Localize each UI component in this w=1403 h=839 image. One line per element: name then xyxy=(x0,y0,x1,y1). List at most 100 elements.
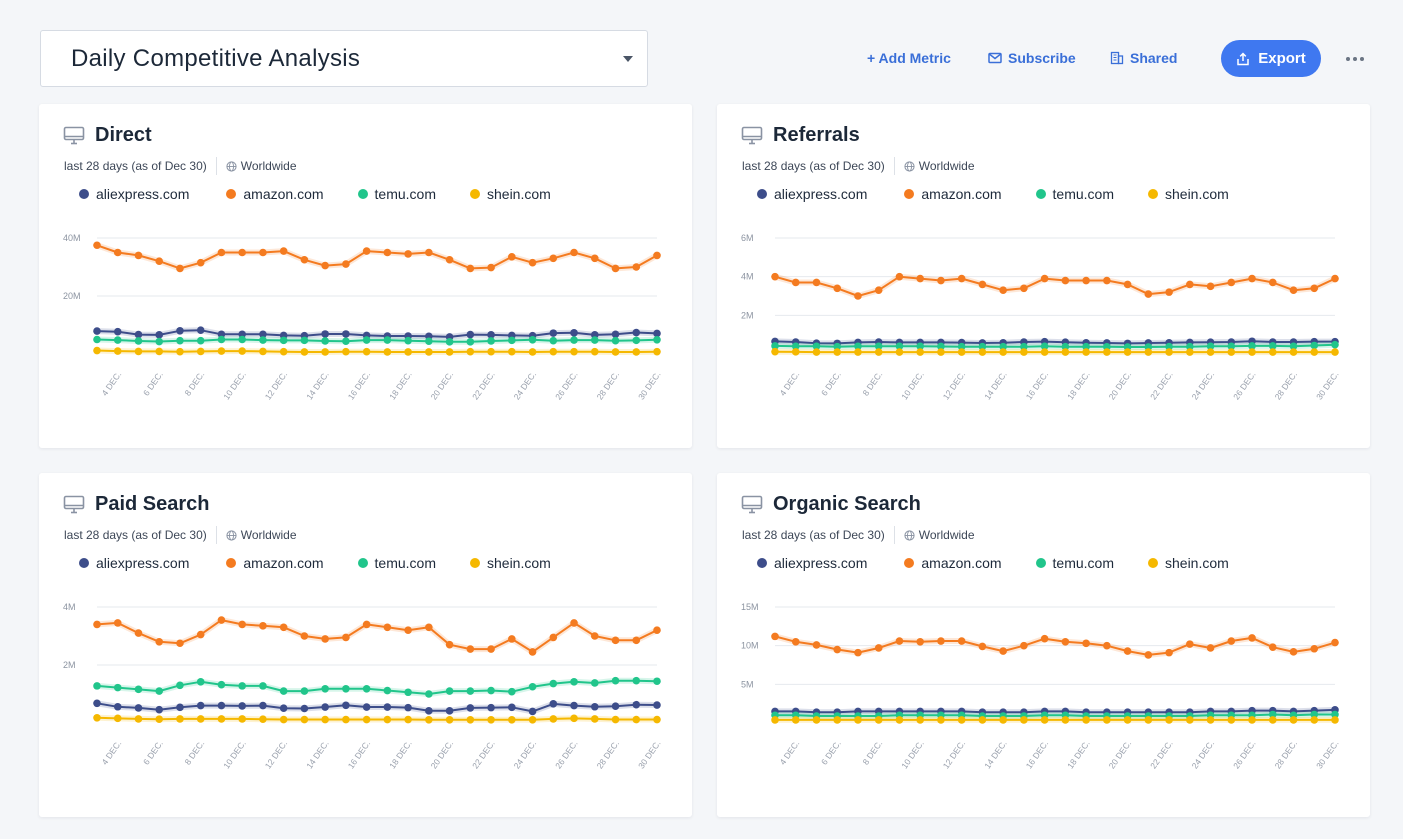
data-point-amazon xyxy=(1289,648,1298,656)
shared-label: Shared xyxy=(1130,50,1178,66)
shared-button[interactable]: Shared xyxy=(1110,50,1177,66)
data-point-aliexpress xyxy=(134,704,143,712)
x-tick-label: 14 DEC. xyxy=(982,369,1009,401)
data-point-aliexpress xyxy=(93,327,101,335)
data-point-aliexpress xyxy=(342,330,350,338)
x-tick-label: 22 DEC. xyxy=(1148,369,1175,401)
data-point-temu xyxy=(1310,341,1319,350)
y-tick-label: 2M xyxy=(63,660,76,670)
legend-item-aliexpress[interactable]: aliexpress.com xyxy=(79,186,189,202)
data-point-amazon xyxy=(362,620,371,629)
legend-item-shein[interactable]: shein.com xyxy=(470,186,551,202)
subscribe-label: Subscribe xyxy=(1008,50,1076,66)
legend-item-amazon[interactable]: amazon.com xyxy=(226,555,324,571)
more-dot-icon xyxy=(1346,57,1350,61)
data-point-shein xyxy=(916,348,924,356)
legend-dot-icon xyxy=(757,189,767,199)
export-button[interactable]: Export xyxy=(1221,40,1321,77)
caret-down-icon xyxy=(623,56,633,62)
region-label: Worldwide xyxy=(918,159,975,173)
data-point-temu xyxy=(425,690,433,698)
data-point-aliexpress xyxy=(217,330,226,339)
legend-item-amazon[interactable]: amazon.com xyxy=(904,186,1002,202)
legend-item-temu[interactable]: temu.com xyxy=(1035,555,1114,571)
legend-item-shein[interactable]: shein.com xyxy=(1148,555,1229,571)
data-point-shein xyxy=(1289,716,1298,724)
data-point-aliexpress xyxy=(611,702,620,710)
data-point-aliexpress xyxy=(653,701,661,709)
desktop-icon xyxy=(63,495,85,513)
data-point-temu xyxy=(404,336,412,345)
data-point-amazon xyxy=(487,645,495,653)
line-chart: 2M 4M 6M 4 DEC. 6 DEC. 8 DEC. 10 DEC. 12 DEC. 14… xyxy=(741,233,1341,401)
report-title-dropdown[interactable]: Daily Competitive Analysis xyxy=(40,30,648,87)
x-tick-label: 18 DEC. xyxy=(1065,369,1092,401)
data-point-shein xyxy=(771,347,779,356)
data-point-temu xyxy=(1268,342,1277,350)
data-point-shein xyxy=(1144,716,1153,724)
x-tick-label: 12 DEC. xyxy=(263,369,290,401)
data-point-shein xyxy=(1040,716,1049,724)
legend-item-amazon[interactable]: amazon.com xyxy=(904,555,1002,571)
data-point-temu xyxy=(590,679,599,687)
add-metric-button[interactable]: + Add Metric xyxy=(867,50,951,66)
subscribe-button[interactable]: Subscribe xyxy=(988,50,1076,66)
data-point-temu xyxy=(259,336,267,344)
card-subtitle: last 28 days (as of Dec 30) Worldwide xyxy=(64,157,297,175)
data-point-amazon xyxy=(812,641,821,649)
y-tick-label: 40M xyxy=(63,233,81,243)
data-point-amazon xyxy=(1082,276,1090,285)
data-point-amazon xyxy=(937,637,945,645)
legend-item-aliexpress[interactable]: aliexpress.com xyxy=(79,555,189,571)
line-chart: 20M 40M 4 DEC. 6 DEC. 8 DEC. 10 DEC. 12 DEC. 14… xyxy=(63,233,663,401)
data-point-temu xyxy=(1040,342,1049,351)
data-point-amazon xyxy=(508,635,516,643)
data-point-shein xyxy=(238,347,246,355)
globe-icon xyxy=(226,529,237,541)
data-point-amazon xyxy=(93,241,101,250)
legend-item-aliexpress[interactable]: aliexpress.com xyxy=(757,555,867,571)
data-point-amazon xyxy=(196,630,205,639)
data-point-aliexpress xyxy=(217,701,226,710)
legend-item-temu[interactable]: temu.com xyxy=(357,555,436,571)
data-point-aliexpress xyxy=(238,702,246,710)
period-label: last 28 days (as of Dec 30) xyxy=(742,159,885,173)
data-point-amazon xyxy=(611,264,620,273)
data-point-amazon xyxy=(1123,280,1132,289)
legend-item-shein[interactable]: shein.com xyxy=(470,555,551,571)
data-point-amazon xyxy=(1268,278,1277,287)
x-tick-label: 4 DEC. xyxy=(777,369,801,397)
globe-icon xyxy=(226,160,237,172)
data-point-amazon xyxy=(1268,643,1277,652)
legend-item-aliexpress[interactable]: aliexpress.com xyxy=(757,186,867,202)
data-point-temu xyxy=(508,336,516,345)
data-point-shein xyxy=(570,347,578,356)
data-point-shein xyxy=(549,715,558,723)
data-point-aliexpress xyxy=(176,703,184,712)
x-tick-label: 24 DEC. xyxy=(1190,369,1217,401)
data-point-temu xyxy=(1206,342,1215,351)
data-point-amazon xyxy=(238,620,246,629)
series-line-aliexpress xyxy=(96,329,658,338)
y-tick-label: 20M xyxy=(63,291,81,301)
data-point-shein xyxy=(93,346,101,355)
data-point-shein xyxy=(466,347,475,356)
legend-item-temu[interactable]: temu.com xyxy=(357,186,436,202)
data-point-amazon xyxy=(570,248,578,257)
data-point-shein xyxy=(1186,716,1194,724)
data-point-amazon xyxy=(1123,647,1132,655)
data-point-shein xyxy=(999,348,1007,356)
legend-item-shein[interactable]: shein.com xyxy=(1148,186,1229,202)
x-tick-label: 8 DEC. xyxy=(182,738,206,766)
series-line-amazon xyxy=(774,275,1336,297)
data-point-shein xyxy=(1020,716,1028,724)
data-point-amazon xyxy=(1310,284,1319,293)
legend-item-temu[interactable]: temu.com xyxy=(1035,186,1114,202)
data-point-shein xyxy=(854,348,862,356)
legend-dot-icon xyxy=(470,189,480,199)
data-point-shein xyxy=(1310,348,1319,356)
data-point-shein xyxy=(653,715,661,724)
more-options-button[interactable] xyxy=(1343,52,1367,66)
y-tick-label: 15M xyxy=(741,602,759,612)
legend-item-amazon[interactable]: amazon.com xyxy=(226,186,324,202)
